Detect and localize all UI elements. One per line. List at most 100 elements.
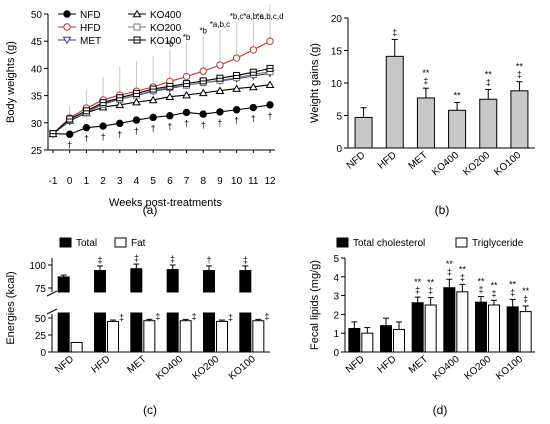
c-bar-total-lower (166, 312, 179, 353)
a-dagger: † (67, 140, 72, 150)
a-point-NFD (266, 101, 274, 109)
a-xlabel: Weeks post-treatments (109, 197, 222, 209)
c-ytick-label: 75 (35, 284, 47, 295)
a-ytick-label: 40 (31, 64, 43, 75)
b-bar (479, 98, 498, 149)
d-legend-swatch-triglyceride (455, 237, 468, 248)
a-xtick-label: -1 (49, 176, 58, 187)
b-significance: ** (516, 62, 524, 72)
a-point-KO400 (115, 100, 125, 109)
a-legend-marker (62, 36, 72, 45)
c-break-mark (46, 290, 58, 297)
a-xtick-label: 5 (150, 176, 156, 187)
a-point-KO400 (215, 86, 225, 95)
b-ylabel: Weight gains (g) (309, 43, 321, 123)
d-ytick-label: 3 (333, 292, 339, 303)
b-xtick-label: KO100 (492, 150, 523, 179)
d-axes (344, 258, 535, 353)
d-bar-triglyceride (393, 328, 405, 353)
a-ytick-label: 50 (31, 10, 43, 21)
d-bar-triglyceride (456, 291, 469, 353)
d-significance: ‡ (523, 294, 528, 304)
a-point-NFD (132, 116, 141, 124)
c-significance-total: ‡ (134, 253, 139, 263)
c-legend-swatch-fat (114, 237, 127, 248)
a-point-NFD (82, 123, 91, 132)
a-point-KO100 (216, 74, 224, 82)
b-xtick-label: MET (407, 150, 430, 172)
d-xtick-label: HFD (376, 354, 399, 376)
c-significance-total: ‡ (243, 255, 248, 265)
b-xtick-label: KO400 (430, 150, 461, 179)
c-bar-total (239, 270, 252, 293)
c-xtick-label: NFD (53, 354, 76, 376)
b-ytick-label: 10 (331, 79, 343, 90)
a-point-NFD (99, 122, 107, 130)
a-point-NFD (166, 112, 174, 120)
c-bar-fat (252, 320, 265, 353)
d-bar-cholesterol (506, 306, 519, 353)
d-significance: ** (427, 277, 435, 287)
a-point-KO100 (166, 82, 174, 90)
a-point-KO100 (199, 77, 207, 85)
c-bar-fat (179, 320, 192, 353)
c-bar-fat (216, 320, 228, 353)
c-bar-total-lower (130, 312, 143, 353)
a-xtick-label: 11 (248, 176, 259, 187)
a-xtick-label: 8 (200, 176, 206, 187)
c-ytick-label: 100 (29, 261, 46, 272)
d-ytick-label: 4 (333, 273, 339, 284)
d-significance: ‡ (447, 267, 452, 277)
c-ylabel: Energies (kcal) (5, 271, 17, 344)
d-significance: ‡ (491, 288, 496, 298)
a-point-KO100 (132, 89, 140, 97)
a-xtick-label: 12 (264, 176, 276, 187)
a-dagger: † (117, 129, 122, 139)
b-significance: ‡ (486, 78, 491, 88)
a-ytick-label: 45 (31, 37, 43, 48)
d-significance: ** (459, 264, 467, 274)
a-point-KO100 (149, 85, 157, 93)
a-point-NFD (65, 130, 74, 138)
a-point-KO100 (66, 115, 74, 123)
c-bar-total (166, 269, 179, 293)
b-significance: ** (454, 91, 462, 101)
c-bar-total-lower (239, 312, 252, 353)
b-ytick-label: 15 (331, 47, 343, 58)
a-legend-marker (133, 23, 141, 31)
c-xtick-label: KO200 (191, 354, 222, 383)
d-xtick-label: KO100 (494, 354, 525, 383)
a-legend-label: NFD (80, 10, 101, 21)
a-point-NFD (249, 103, 258, 112)
d-bar-cholesterol (443, 287, 456, 353)
d-significance: ** (414, 277, 422, 287)
a-ytick-label: 30 (31, 119, 43, 130)
a-legend-label: KO100 (150, 36, 182, 47)
a-point-KO100 (183, 80, 191, 88)
a-dagger: † (134, 126, 139, 136)
a-annotation: *b (183, 33, 191, 42)
a-dagger: † (151, 123, 156, 133)
c-bar-total-lower (57, 312, 70, 353)
a-annotation: *b,c (230, 12, 244, 21)
c-significance-total: ‡ (170, 254, 175, 264)
a-point-KO100 (49, 130, 57, 138)
b-significance: ** (485, 70, 493, 80)
a-annotation: *a,b,c (243, 12, 263, 21)
d-bar-triglyceride (361, 332, 374, 353)
c-bar-total (57, 276, 70, 293)
a-legend-marker (63, 23, 71, 31)
a-xtick-label: 3 (117, 176, 123, 187)
a-annotation: *b (199, 26, 207, 35)
c-significance-total: ‡ (97, 255, 102, 265)
c-xtick-label: MET (126, 354, 149, 376)
a-point-KO400 (132, 97, 141, 106)
d-bar-cholesterol (380, 325, 392, 353)
c-bar-total (203, 270, 215, 293)
a-point-HFD (249, 46, 258, 54)
b-bar (510, 90, 529, 149)
a-ytick-label: 35 (31, 92, 43, 103)
c-xtick-label: KO100 (227, 354, 258, 383)
a-xtick-label: 6 (167, 176, 173, 187)
c-legend-label-fat: Fat (131, 238, 146, 249)
